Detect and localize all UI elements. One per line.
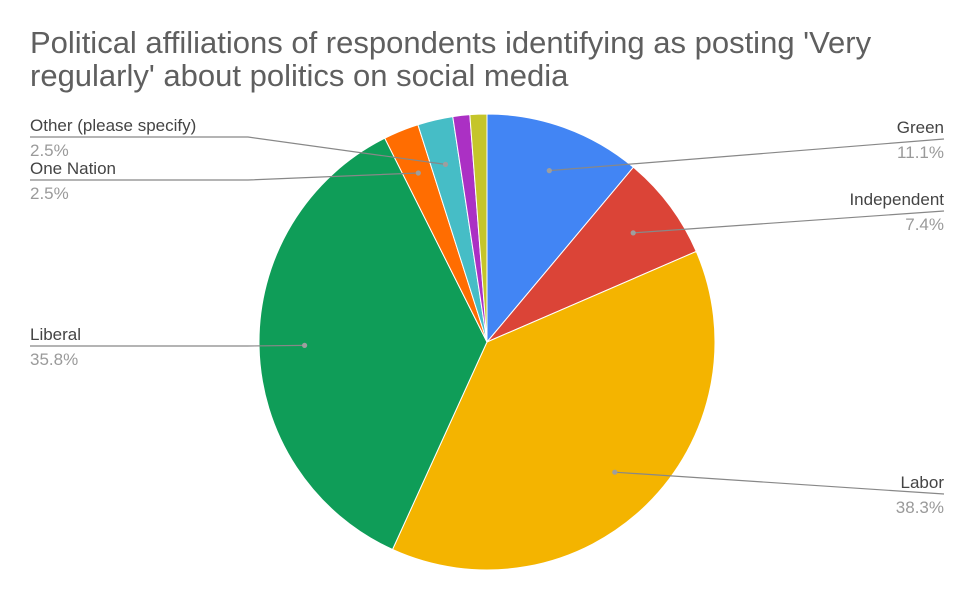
leader-dot-liberal — [302, 342, 308, 348]
label-liberal: Liberal — [30, 325, 81, 344]
pie-slice-unlabeled-8 — [469, 113, 488, 343]
pie-slice-labor — [391, 250, 716, 571]
leader-dot-independent — [630, 230, 636, 236]
leader-dot-green — [546, 168, 552, 174]
value-label-one-nation: 2.5% — [30, 184, 69, 203]
pie-slices — [258, 113, 716, 571]
pie-slice-independent — [486, 166, 697, 343]
leader-dot-labor — [612, 469, 618, 475]
leader-line-labor — [614, 471, 945, 495]
value-label-other-please-specify: 2.5% — [30, 141, 69, 160]
label-labor: Labor — [901, 473, 945, 492]
leader-line-one-nation — [30, 172, 419, 181]
leader-line-other-please-specify — [30, 136, 446, 165]
leader-line-independent — [633, 210, 945, 234]
leader-dot-other-please-specify — [442, 161, 449, 167]
leader-line-green — [549, 138, 945, 172]
pie-labels: Green 11.1% Independent 7.4% Labor 38.3% Liber… — [30, 116, 944, 517]
label-other-please-specify: Other (please specify) — [30, 116, 196, 135]
value-label-green: 11.1% — [897, 143, 944, 162]
leader-line-liberal — [30, 344, 305, 347]
chart-title: Political affiliations of respondents id… — [30, 25, 872, 93]
leader-dot-one-nation — [415, 170, 421, 176]
label-one-nation: One Nation — [30, 159, 116, 178]
label-independent: Independent — [849, 190, 944, 209]
label-green: Green — [897, 118, 944, 137]
value-label-liberal: 35.8% — [30, 350, 78, 369]
value-label-labor: 38.3% — [896, 498, 944, 517]
value-label-independent: 7.4% — [905, 215, 944, 234]
pie-slice-green — [486, 113, 635, 344]
